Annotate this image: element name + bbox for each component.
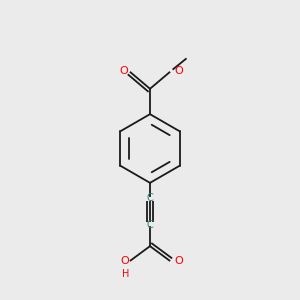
Text: O: O xyxy=(175,256,184,266)
Text: O: O xyxy=(121,256,130,266)
Text: C: C xyxy=(147,220,153,230)
Text: C: C xyxy=(147,193,153,203)
Text: O: O xyxy=(120,66,128,76)
Text: H: H xyxy=(122,269,129,279)
Text: O: O xyxy=(174,67,183,76)
